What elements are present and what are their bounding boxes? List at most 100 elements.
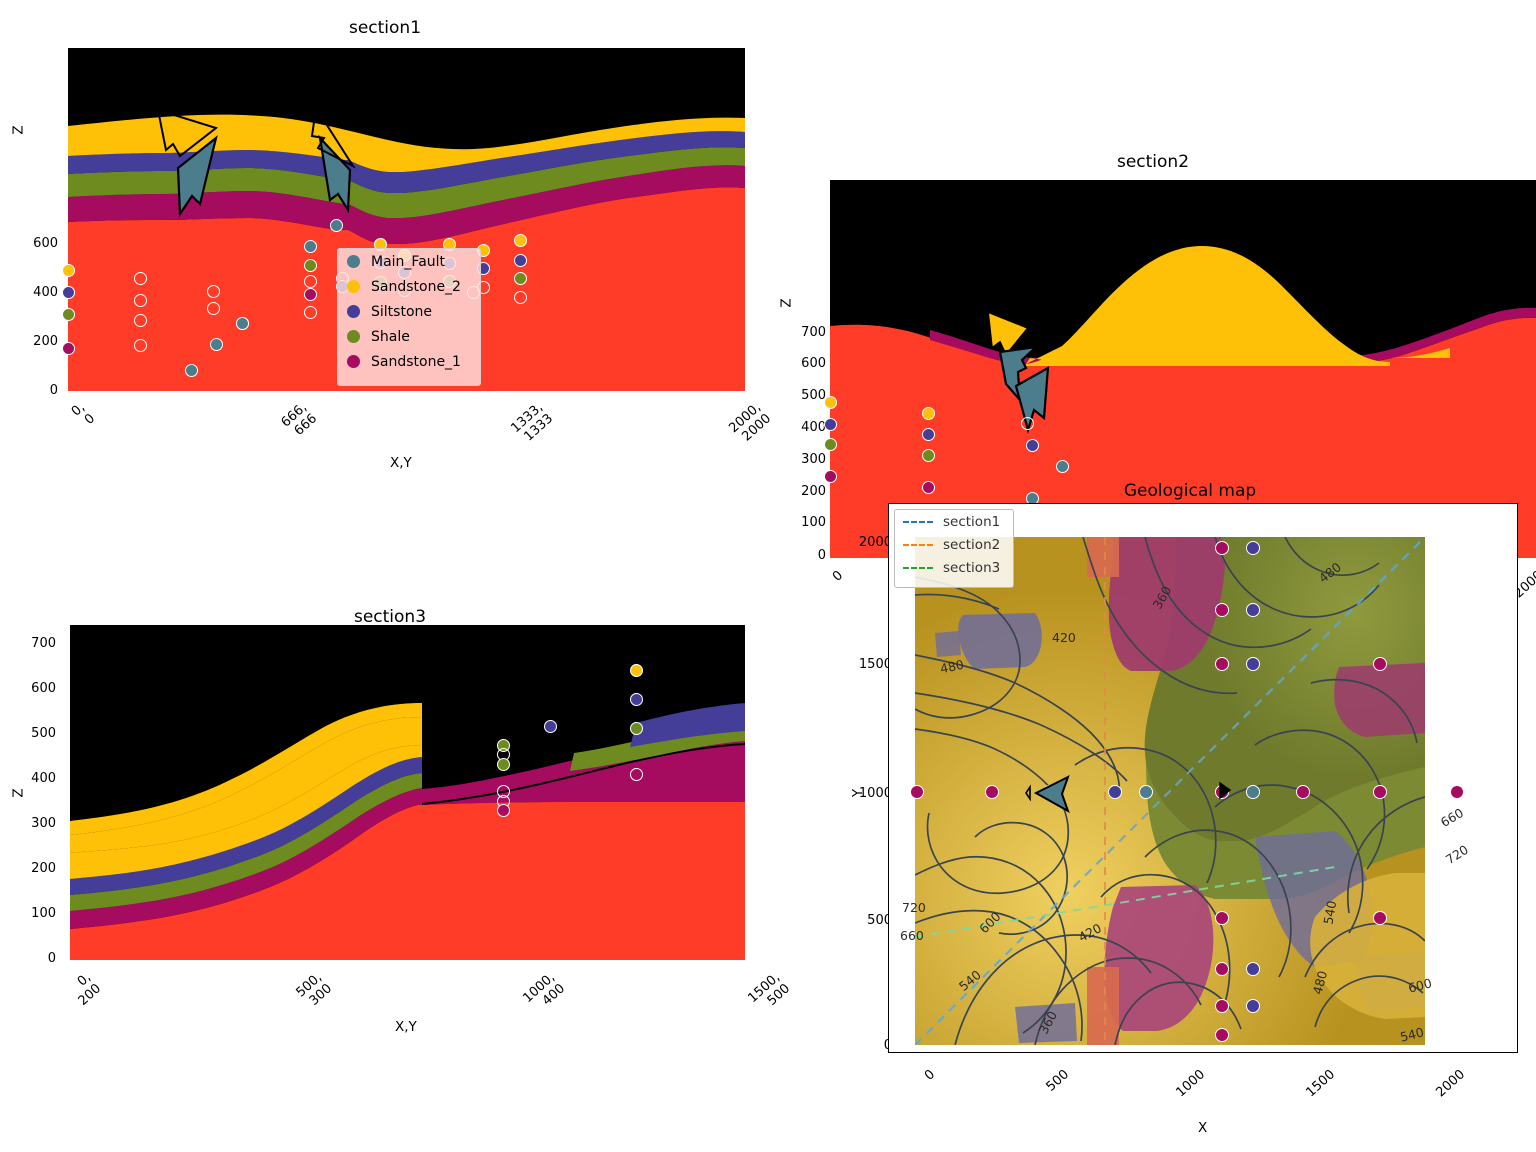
data-point xyxy=(1246,603,1260,617)
data-point xyxy=(824,418,837,431)
map-legend-item-section1[interactable]: section1 xyxy=(895,510,1013,533)
contour-label-660a: 660 xyxy=(900,928,924,943)
data-point xyxy=(62,342,75,355)
section1-title: section1 xyxy=(348,18,422,38)
section1-xtick-2000: 2000, 2000 xyxy=(726,400,775,445)
data-point xyxy=(1215,603,1229,617)
data-point xyxy=(514,272,527,285)
data-point xyxy=(1246,541,1260,555)
data-point xyxy=(62,264,75,277)
section1-ylabel: Z xyxy=(10,125,27,135)
section1-xtick-666: 666, 666 xyxy=(278,400,321,439)
data-point xyxy=(207,302,220,315)
legend-label: Main_Fault xyxy=(371,253,446,270)
data-point xyxy=(1215,999,1229,1013)
data-point xyxy=(304,240,317,253)
data-point xyxy=(304,306,317,319)
data-point xyxy=(1246,962,1260,976)
data-point xyxy=(1108,785,1122,799)
data-point xyxy=(497,804,510,817)
data-point xyxy=(922,407,935,420)
section3-xtick-1000: 1000, 400 xyxy=(520,970,569,1009)
section3-panel: section3 Z 700 600 500 400 300 200 100 0 xyxy=(0,595,793,1035)
data-point xyxy=(134,294,147,307)
data-point xyxy=(330,219,343,232)
data-point xyxy=(630,693,643,706)
section3-ylabel: Z xyxy=(10,788,27,798)
section1-ytick-400: 400 xyxy=(33,285,58,300)
data-point xyxy=(1373,657,1387,671)
map-ytick-0: 0 xyxy=(850,1038,892,1053)
section3-ytick-700: 700 xyxy=(31,636,56,651)
map-xtick-2000: 2000 xyxy=(1433,1067,1469,1101)
map-legend-label: section1 xyxy=(943,513,1001,530)
data-point xyxy=(1215,911,1229,925)
data-point xyxy=(922,449,935,462)
dash-line-icon xyxy=(903,520,933,523)
data-point xyxy=(985,785,999,799)
section3-xtick-500: 500, 300 xyxy=(293,970,336,1009)
data-point xyxy=(824,470,837,483)
section1-ytick-0: 0 xyxy=(49,383,58,398)
map-xlabel: X xyxy=(1198,1120,1208,1136)
data-point xyxy=(514,254,527,267)
data-point xyxy=(207,285,220,298)
map-ytick-1500: 1500 xyxy=(858,657,892,672)
data-point xyxy=(1246,999,1260,1013)
data-point xyxy=(1021,417,1034,430)
section3-ytick-300: 300 xyxy=(31,816,56,831)
map-legend-label: section3 xyxy=(943,559,1001,576)
map-ytick-1000: 1000 xyxy=(858,786,892,801)
map-legend-item-section3[interactable]: section3 xyxy=(895,556,1013,579)
data-point xyxy=(134,314,147,327)
data-point xyxy=(1026,439,1039,452)
section2-ytick-300: 300 xyxy=(801,452,826,467)
data-point xyxy=(630,664,643,677)
legend-swatch xyxy=(347,305,360,318)
data-point xyxy=(304,259,317,272)
legend-swatch xyxy=(347,355,360,368)
map-orientation-arrow xyxy=(1025,774,1070,814)
section3-title: section3 xyxy=(353,607,427,627)
section3-xtick-1500: 1500, 500 xyxy=(745,970,794,1009)
data-point xyxy=(304,275,317,288)
section2-ytick-400: 400 xyxy=(801,420,826,435)
section2-ytick-500: 500 xyxy=(801,388,826,403)
section3-ytick-400: 400 xyxy=(31,771,56,786)
data-point xyxy=(544,720,557,733)
map-legend-item-section2[interactable]: section2 xyxy=(895,533,1013,556)
section3-xlabel: X,Y xyxy=(395,1019,417,1035)
section1-ytick-600: 600 xyxy=(33,236,58,251)
section1-legend: Main_Fault Sandstone_2 Siltstone Shale S… xyxy=(337,248,481,386)
legend-label: Shale xyxy=(371,328,410,345)
data-point xyxy=(62,308,75,321)
data-point xyxy=(62,286,75,299)
data-point xyxy=(630,768,643,781)
data-point xyxy=(514,291,527,304)
section2-ylabel: Z xyxy=(778,298,795,308)
data-point xyxy=(922,428,935,441)
legend-label: Siltstone xyxy=(371,303,432,320)
legend-swatch xyxy=(347,255,360,268)
section2-ytick-200: 200 xyxy=(801,484,826,499)
data-point xyxy=(236,317,249,330)
data-point xyxy=(1450,785,1464,799)
data-point xyxy=(1215,541,1229,555)
data-point xyxy=(1296,785,1310,799)
section2-ytick-600: 600 xyxy=(801,356,826,371)
data-point xyxy=(134,272,147,285)
section2-panel: section2 Z 700 600 500 400 300 200 100 0 xyxy=(770,140,1536,606)
data-point xyxy=(1373,785,1387,799)
dash-line-icon xyxy=(903,566,933,569)
section1-ytick-200: 200 xyxy=(33,334,58,349)
section3-ytick-0: 0 xyxy=(47,951,56,966)
data-point xyxy=(134,339,147,352)
map-title: Geological map xyxy=(1123,481,1257,501)
section3-ytick-200: 200 xyxy=(31,861,56,876)
map-ytick-2000: 2000 xyxy=(858,535,892,550)
data-point xyxy=(1246,785,1260,799)
data-point xyxy=(210,338,223,351)
legend-item-sandstone-1: Sandstone_1 xyxy=(338,349,480,374)
section3-ytick-100: 100 xyxy=(31,906,56,921)
dash-line-icon xyxy=(903,543,933,546)
